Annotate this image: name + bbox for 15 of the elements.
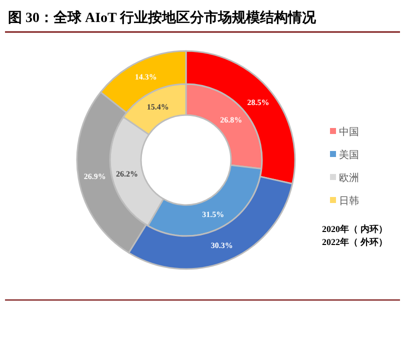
legend-label: 美国	[339, 149, 359, 161]
data-label: 26.9%	[84, 172, 106, 181]
text: 2022年（ 外环）	[322, 237, 388, 247]
chart-title: 图 30：全球 AIoT 行业按地区分市场规模结构情况	[8, 9, 318, 26]
data-label: 15.4%	[146, 102, 169, 112]
data-label: 26.8%	[220, 116, 242, 125]
data-label: 14.3%	[134, 72, 157, 82]
data-label: 30.3%	[210, 241, 233, 250]
legend-label: 日韩	[339, 195, 359, 207]
legend-label: 中国	[339, 126, 359, 138]
data-label: 28.5%	[247, 98, 270, 108]
data-label: 26.2%	[116, 169, 138, 178]
data-label: 31.5%	[202, 210, 224, 220]
text: 2020年（ 内环）	[322, 224, 388, 234]
legend-label: 欧洲	[339, 172, 359, 184]
